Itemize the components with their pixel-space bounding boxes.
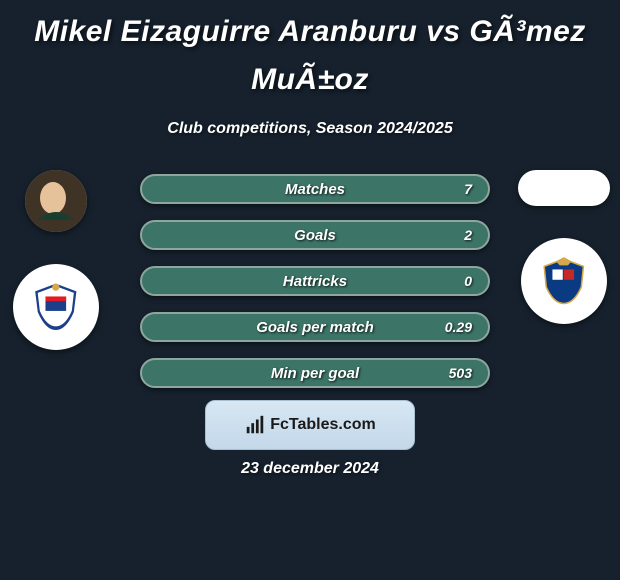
stat-value: 0.29 [445,319,472,335]
stat-row: Matches 7 [140,174,490,204]
person-icon [25,170,87,232]
subtitle: Club competitions, Season 2024/2025 [0,112,620,152]
stat-value: 503 [449,365,472,381]
stat-row: Goals 2 [140,220,490,250]
shield-icon [30,281,82,333]
club2-crest [521,238,607,324]
stat-label: Goals per match [256,319,374,336]
stats-list: Matches 7 Goals 2 Hattricks 0 Goals per … [140,174,490,388]
stat-row: Goals per match 0.29 [140,312,490,342]
player2-avatar [518,170,610,206]
stat-label: Matches [285,181,345,198]
right-column [514,170,614,324]
player1-avatar [25,170,87,232]
stat-value: 7 [464,181,472,197]
stat-row: Min per goal 503 [140,358,490,388]
shield-icon [538,255,590,307]
logo-text: FcTables.com [270,416,376,434]
fctables-link[interactable]: FcTables.com [205,400,415,450]
stat-label: Goals [294,227,336,244]
comparison-title: Mikel Eizaguirre Aranburu vs GÃ³mez MuÃ±… [0,0,620,112]
stat-label: Hattricks [283,273,347,290]
stat-row: Hattricks 0 [140,266,490,296]
stat-label: Min per goal [271,365,359,382]
bar-chart-icon [244,414,266,436]
date-label: 23 december 2024 [0,460,620,478]
left-column [6,170,106,350]
club1-crest [13,264,99,350]
stat-value: 0 [464,273,472,289]
stat-value: 2 [464,227,472,243]
